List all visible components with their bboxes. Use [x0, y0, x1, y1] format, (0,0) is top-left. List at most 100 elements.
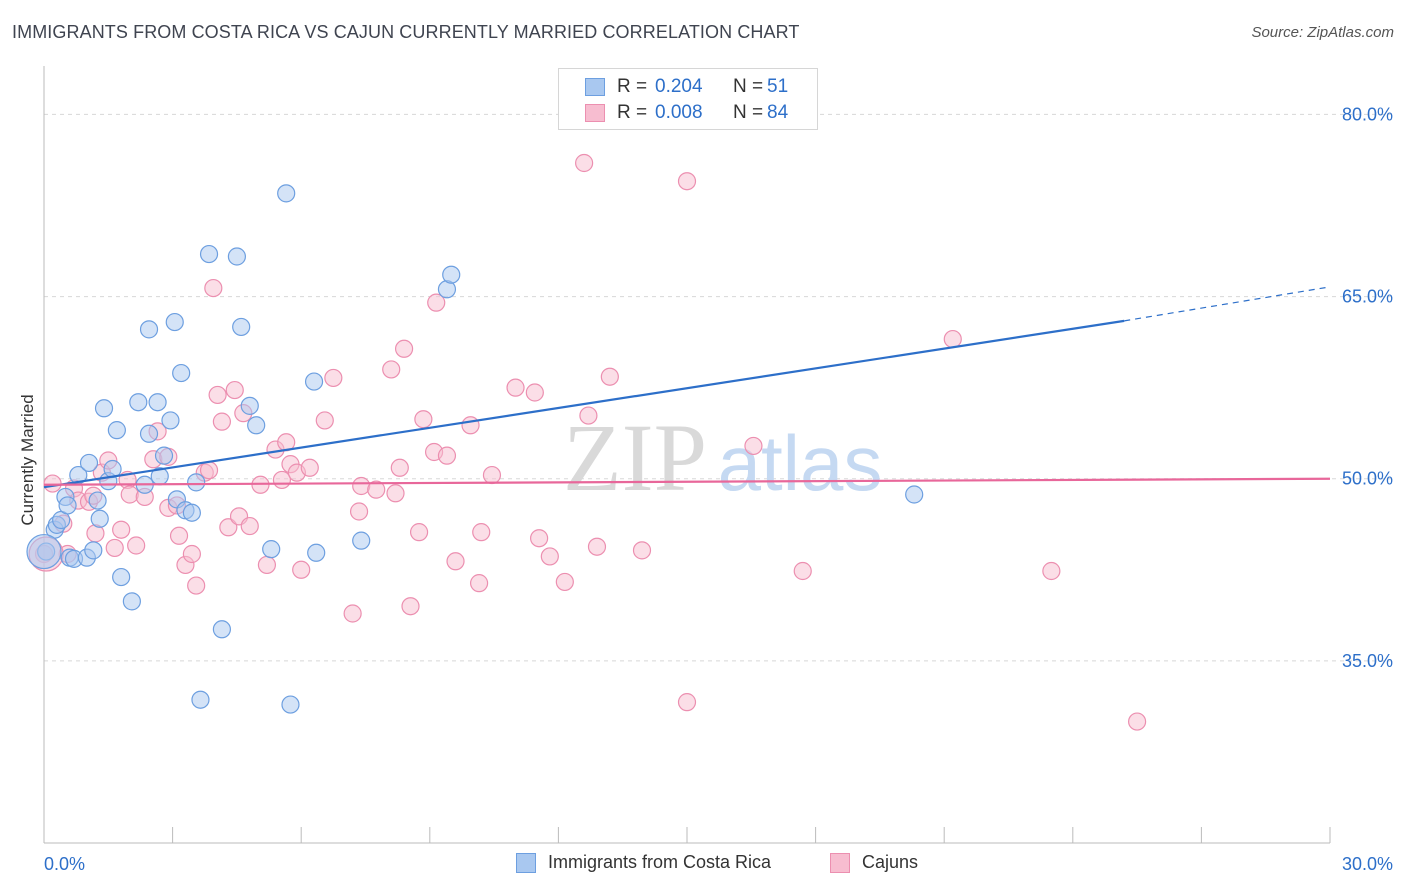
n-value: 84	[767, 102, 789, 123]
cajuns-point	[506, 378, 525, 397]
cajuns-point	[187, 576, 206, 595]
legend-item-cajuns: Cajuns	[830, 852, 918, 873]
costa-rica-point	[58, 496, 77, 515]
costa-rica-point	[129, 393, 148, 412]
costa-rica-point	[165, 312, 184, 332]
cajuns-point	[208, 385, 227, 405]
cajuns-point	[677, 693, 697, 712]
costa-rica-point	[90, 509, 109, 528]
axes	[43, 66, 1331, 844]
costa-rica-point	[154, 446, 174, 465]
costa-rica-point	[122, 592, 141, 611]
costa-rica-point	[79, 453, 99, 473]
costa-rica-point	[281, 695, 300, 714]
cajuns-point	[390, 458, 409, 477]
costa-rica-trend-extension	[1124, 286, 1331, 322]
costa-rica-point	[112, 567, 131, 587]
cajuns-point	[446, 552, 465, 571]
r-label: R =	[617, 102, 648, 123]
cajuns-point	[555, 572, 574, 592]
watermark: ZIP atlas	[563, 404, 882, 511]
legend-row-costa-rica: R = 0.204 N = 51	[585, 75, 788, 99]
costa-rica-point	[277, 184, 296, 203]
cajuns-point	[182, 544, 201, 564]
legend-swatch-blue	[585, 78, 605, 96]
cajuns-point	[677, 172, 697, 191]
costa-rica-trend-line	[43, 319, 1125, 489]
costa-rica-point	[139, 320, 159, 339]
costa-rica-point	[352, 531, 371, 550]
chart-source: Source: ZipAtlas.com	[1251, 24, 1394, 41]
cajuns-point	[367, 480, 386, 499]
correlation-legend: R = 0.204 N = 51 R = 0.008 N = 84	[558, 68, 818, 130]
costa-rica-point	[26, 533, 62, 570]
cajuns-point	[793, 561, 812, 581]
chart-title: IMMIGRANTS FROM COSTA RICA VS CAJUN CURR…	[12, 22, 800, 42]
y-tick-label: 80.0%	[1342, 104, 1393, 124]
x-tick-label: 30.0%	[1342, 854, 1393, 874]
cajuns-point	[427, 293, 446, 312]
r-label: R =	[617, 76, 648, 97]
cajuns-point	[43, 474, 62, 493]
costa-rica-point	[191, 690, 210, 709]
cajuns-point	[272, 470, 292, 490]
costa-rica-point	[148, 393, 167, 412]
costa-rica-point	[94, 399, 114, 418]
grid-lines	[44, 113, 1394, 662]
cajuns-point	[169, 526, 189, 545]
legend-label: Cajuns	[862, 852, 919, 872]
costa-rica-point	[161, 411, 180, 430]
cajuns-point	[600, 367, 619, 386]
r-value: 0.008	[655, 102, 703, 123]
cajuns-point	[525, 383, 544, 402]
cajuns-point	[292, 560, 311, 579]
x-tick-label: 0.0%	[44, 854, 85, 874]
cajuns-point	[575, 153, 594, 173]
costa-rica-point	[172, 363, 191, 383]
trend-lines	[43, 286, 1331, 489]
cajuns-point	[469, 574, 489, 593]
costa-rica-point	[182, 503, 201, 522]
cajuns-point	[225, 380, 244, 400]
costa-rica-point	[88, 491, 107, 510]
costa-rica-point	[307, 543, 326, 562]
n-label: N =	[733, 102, 764, 123]
cajuns-point	[300, 458, 319, 477]
legend-swatch-pink	[585, 104, 605, 122]
r-value: 0.204	[655, 76, 703, 97]
cajuns-point	[414, 410, 433, 429]
legend-swatch-pink	[830, 852, 850, 873]
cajuns-trend-line	[43, 477, 1331, 486]
cajuns-point	[632, 541, 652, 560]
cajuns-point	[120, 485, 139, 504]
costa-rica-point	[227, 247, 246, 266]
cajuns-point	[409, 523, 429, 542]
cajuns-point	[204, 278, 223, 298]
costa-rica-point	[187, 473, 206, 492]
cajuns-point	[112, 520, 131, 539]
y-tick-label: 65.0%	[1342, 287, 1393, 307]
cajuns-point	[472, 523, 491, 542]
legend-row-cajuns: R = 0.008 N = 84	[585, 101, 788, 125]
cajuns-point	[401, 597, 420, 616]
cajuns-point	[343, 604, 362, 623]
cajuns-point	[943, 329, 962, 349]
costa-rica-point	[84, 541, 103, 560]
cajuns-point	[212, 412, 231, 431]
cajuns-point	[105, 538, 124, 558]
costa-rica-point	[905, 485, 924, 504]
cajuns-point	[1127, 712, 1147, 731]
cajuns-point	[257, 555, 277, 575]
costa-rica-point	[304, 372, 324, 391]
costa-rica-point	[247, 416, 266, 435]
legend-item-costa-rica: Immigrants from Costa Rica	[516, 852, 771, 873]
costa-rica-point	[240, 396, 259, 415]
costa-rica-point	[232, 317, 251, 337]
cajuns-point	[349, 502, 369, 521]
cajuns-point	[240, 516, 259, 536]
cajuns-point	[315, 411, 334, 430]
cajuns-point	[587, 537, 607, 556]
cajuns-point	[394, 339, 414, 358]
cajuns-point	[744, 436, 763, 456]
